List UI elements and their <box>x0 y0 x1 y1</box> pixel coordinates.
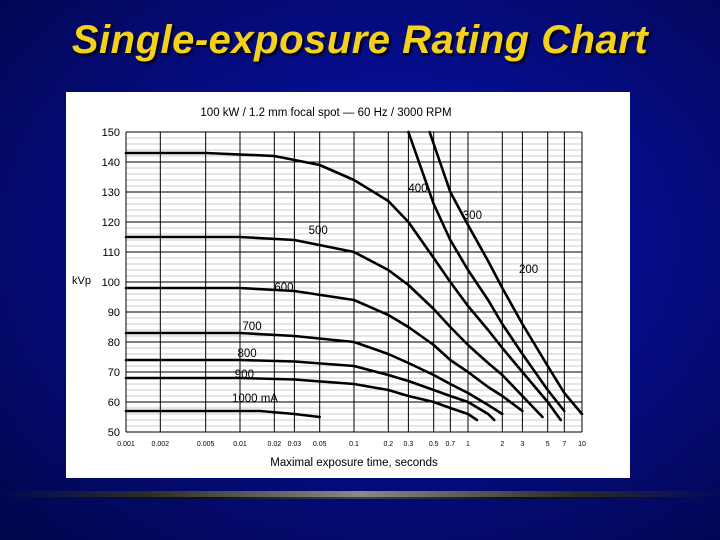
curve-label: 800 <box>237 348 256 360</box>
x-tick-label: 2 <box>500 441 504 448</box>
curve-200 <box>428 130 584 416</box>
x-tick-label: 0.2 <box>383 441 393 448</box>
curve-label: 500 <box>309 225 328 237</box>
y-tick-label: 120 <box>102 217 120 229</box>
curve-label: 700 <box>242 321 261 333</box>
curve-800 <box>124 358 496 422</box>
curve-600 <box>124 286 524 413</box>
footer-divider <box>0 491 720 497</box>
curve-label: 900 <box>235 369 254 381</box>
curve-500 <box>124 235 544 419</box>
x-tick-label: 0.005 <box>197 441 215 448</box>
x-tick-label: 0.001 <box>117 441 135 448</box>
x-tick-label: 0.7 <box>445 441 455 448</box>
curve-900 <box>124 376 479 422</box>
x-tick-label: 3 <box>520 441 524 448</box>
x-tick-label: 1 <box>466 441 470 448</box>
curve-label: 200 <box>519 264 538 276</box>
curve-400 <box>124 151 562 422</box>
x-tick-label: 0.3 <box>404 441 414 448</box>
y-tick-label: 110 <box>102 247 120 259</box>
y-tick-label: 140 <box>102 157 120 169</box>
x-tick-label: 7 <box>562 441 566 448</box>
x-tick-label: 0.1 <box>349 441 359 448</box>
y-tick-label: 50 <box>108 427 120 439</box>
curve-labels: 400 300 500 200 600 700 800 900 1000 mA <box>232 183 538 405</box>
chart-panel: 400 300 500 200 600 700 800 900 1000 mA 50 60 70 80… <box>66 92 630 478</box>
curve-label: 1000 mA <box>232 393 278 405</box>
y-tick-label: 100 <box>102 277 120 289</box>
y-axis-label: kVp <box>72 275 91 287</box>
slide-title: Single-exposure Rating Chart <box>71 18 649 62</box>
y-tick-label: 130 <box>102 187 120 199</box>
x-tick-label: 0.002 <box>152 441 170 448</box>
curve-label: 600 <box>274 282 293 294</box>
x-tick-label: 0.02 <box>268 441 282 448</box>
curve-label: 400 <box>408 183 427 195</box>
y-tick-label: 80 <box>108 337 120 349</box>
curves <box>124 130 584 422</box>
y-tick-label: 70 <box>108 367 120 379</box>
chart-title: 100 kW / 1.2 mm focal spot — 60 Hz / 300… <box>200 107 451 119</box>
footer-divider-shadow <box>0 497 720 499</box>
y-tick-label: 150 <box>102 127 120 139</box>
curve-300 <box>407 130 566 413</box>
curve-1000-ma <box>124 409 321 419</box>
x-axis-label: Maximal exposure time, seconds <box>270 457 438 469</box>
x-tick-label: 5 <box>546 441 550 448</box>
x-tick-label: 0.03 <box>288 441 302 448</box>
curve-label: 300 <box>463 210 482 222</box>
x-tick-label: 0.5 <box>429 441 439 448</box>
x-tick-label: 0.05 <box>313 441 327 448</box>
y-tick-label: 90 <box>108 307 120 319</box>
curve-700 <box>124 331 504 416</box>
rating-chart: 400 300 500 200 600 700 800 900 1000 mA 50 60 70 80… <box>72 107 586 469</box>
y-tick-label: 60 <box>108 397 120 409</box>
x-tick-label: 10 <box>578 441 586 448</box>
x-tick-label: 0.01 <box>233 441 247 448</box>
